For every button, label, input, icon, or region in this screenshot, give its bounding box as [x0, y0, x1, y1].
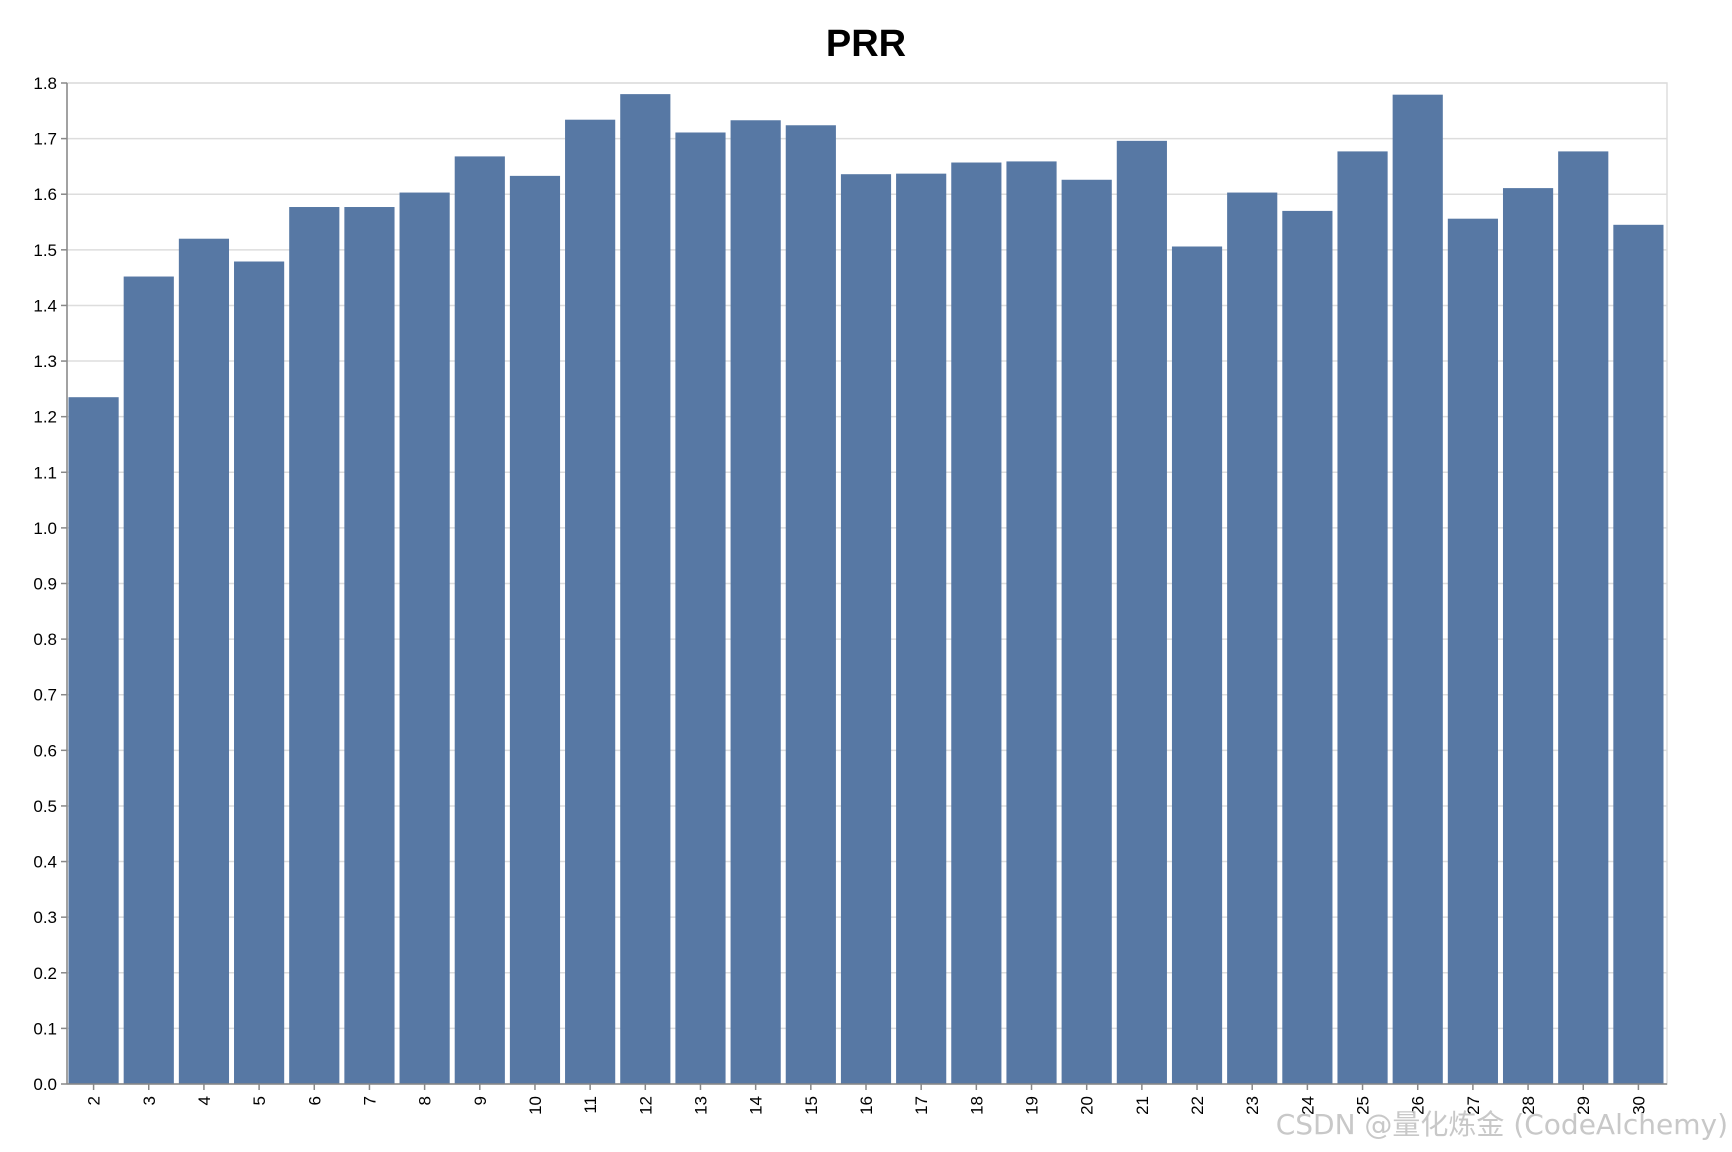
y-tick-label: 0.1 — [33, 1019, 57, 1038]
y-tick-label: 1.1 — [33, 463, 57, 482]
chart-title: PRR — [826, 23, 906, 65]
x-tick-label: 16 — [857, 1096, 876, 1115]
x-tick-label: 9 — [471, 1096, 490, 1105]
x-tick-label: 5 — [250, 1096, 269, 1105]
y-tick-label: 0.4 — [33, 853, 57, 872]
bar — [123, 276, 174, 1084]
y-tick-label: 0.8 — [33, 630, 57, 649]
y-tick-label: 0.9 — [33, 575, 57, 594]
bar — [1006, 161, 1057, 1084]
x-tick-label: 17 — [912, 1096, 931, 1115]
watermark-text: CSDN @量化炼金 (CodeAlchemy) — [1276, 1108, 1728, 1141]
x-tick-label: 28 — [1519, 1096, 1538, 1115]
x-tick-label: 14 — [747, 1096, 766, 1115]
bar — [1558, 151, 1609, 1084]
y-tick-label: 1.0 — [33, 519, 57, 538]
x-tick-label: 11 — [581, 1096, 600, 1114]
bar — [289, 207, 340, 1085]
bar — [509, 175, 561, 1085]
x-tick-label: 25 — [1354, 1096, 1373, 1115]
bar — [565, 119, 616, 1085]
bar — [454, 156, 505, 1084]
bar — [840, 174, 892, 1085]
bar — [344, 207, 395, 1085]
x-tick-label: 18 — [967, 1096, 986, 1115]
y-tick-label: 0.7 — [33, 686, 57, 705]
y-tick-label: 0.0 — [33, 1075, 57, 1094]
y-tick-label: 1.6 — [33, 185, 57, 204]
bar — [234, 261, 285, 1084]
y-tick-label: 1.7 — [33, 130, 57, 149]
bar — [1061, 179, 1112, 1085]
x-tick-label: 23 — [1243, 1096, 1262, 1115]
bar — [785, 125, 836, 1084]
bar — [951, 162, 1002, 1084]
x-tick-label: 12 — [636, 1096, 655, 1115]
bar — [178, 238, 230, 1084]
bars-group — [68, 94, 1664, 1085]
bar — [675, 132, 726, 1084]
bar — [730, 120, 781, 1084]
y-tick-label: 1.5 — [33, 241, 57, 260]
bar — [1116, 140, 1167, 1084]
bar — [1502, 188, 1554, 1085]
x-tick-label: 3 — [140, 1096, 159, 1105]
y-tick-label: 1.3 — [33, 352, 57, 371]
x-tick-label: 4 — [195, 1096, 214, 1105]
y-tick-label: 0.3 — [33, 908, 57, 927]
x-tick-label: 7 — [360, 1096, 379, 1105]
bar — [896, 173, 947, 1084]
bar — [1447, 218, 1498, 1085]
y-tick-label: 1.8 — [33, 74, 57, 93]
x-tick-label: 15 — [802, 1096, 821, 1115]
x-tick-label: 20 — [1078, 1096, 1097, 1115]
y-tick-label: 1.2 — [33, 408, 57, 427]
x-tick-label: 13 — [691, 1096, 710, 1115]
bar — [68, 397, 119, 1085]
x-tick-label: 8 — [416, 1096, 435, 1105]
bar — [1337, 151, 1388, 1084]
x-tick-label: 19 — [1023, 1096, 1042, 1115]
y-tick-label: 0.2 — [33, 964, 57, 983]
x-tick-label: 2 — [85, 1096, 104, 1105]
y-tick-label: 1.4 — [33, 296, 57, 315]
bar — [620, 94, 671, 1085]
y-tick-label: 0.6 — [33, 741, 57, 760]
x-tick-label: 29 — [1574, 1096, 1593, 1115]
x-axis-ticks: 2 3 4 5 6 7 8 9 10 11 12 13 14 15 16 17 18 19 20 21 22 23 24 25… — [85, 1084, 1648, 1115]
bar — [1282, 210, 1333, 1085]
bar — [1613, 224, 1664, 1084]
bar — [1227, 192, 1278, 1084]
y-axis-ticks: 0.0 0.1 0.2 0.3 0.4 0.5 0.6 0.7 0.8 0.9 1.0 1.1 1.2 1… — [33, 74, 67, 1094]
x-tick-label: 27 — [1464, 1096, 1483, 1115]
x-tick-label: 22 — [1188, 1096, 1207, 1115]
x-tick-label: 21 — [1133, 1096, 1152, 1115]
bar — [1171, 246, 1223, 1084]
y-tick-label: 0.5 — [33, 797, 57, 816]
x-tick-label: 10 — [526, 1096, 545, 1115]
bar — [399, 192, 450, 1084]
x-tick-label: 6 — [305, 1096, 324, 1105]
x-tick-label: 30 — [1629, 1096, 1648, 1115]
x-tick-label: 26 — [1409, 1096, 1428, 1115]
x-tick-label: 24 — [1298, 1096, 1317, 1115]
bar — [1392, 94, 1443, 1084]
